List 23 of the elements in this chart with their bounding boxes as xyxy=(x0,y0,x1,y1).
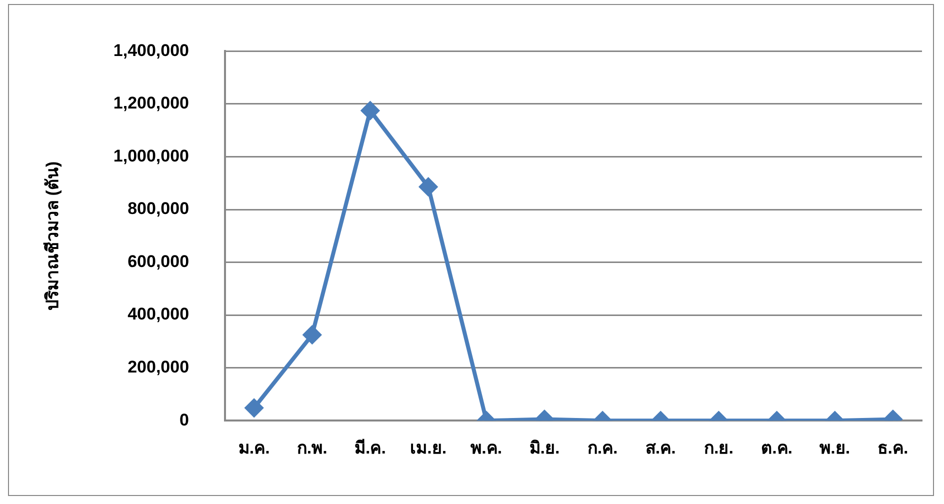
y-tick-label: 600,000 xyxy=(128,252,190,271)
x-tick-label: มี.ค. xyxy=(354,437,386,458)
x-tick-label: ต.ค. xyxy=(761,438,793,458)
x-tick-label: มิ.ย. xyxy=(529,438,560,458)
point xyxy=(361,102,380,120)
y-tick-label: 1,000,000 xyxy=(113,146,190,166)
point xyxy=(419,178,438,196)
x-tick-label: ธ.ค. xyxy=(878,438,908,458)
y-tick-label: 800,000 xyxy=(128,199,190,218)
x-tick-label: ก.พ. xyxy=(296,438,328,458)
y-tick-label: 1,400,000 xyxy=(113,40,190,60)
x-tick-label: ส.ค. xyxy=(645,438,676,458)
x-tick-label: ก.ย. xyxy=(704,438,734,458)
x-tick-label: เม.ย. xyxy=(410,438,447,458)
x-tick-label: ก.ค. xyxy=(587,438,618,458)
x-tick-label: พ.ย. xyxy=(820,438,850,458)
y-tick-label: 1,200,000 xyxy=(113,94,190,113)
x-tick-label: ม.ค. xyxy=(238,438,270,458)
y-tick-label: 0 xyxy=(180,410,190,430)
x-tick-label: พ.ค. xyxy=(470,438,502,458)
y-axis-title: ปริมาณชีวมวล (ตัน) xyxy=(42,161,62,310)
y-tick-label: 200,000 xyxy=(128,358,190,377)
y-tick-label: 400,000 xyxy=(128,304,190,324)
